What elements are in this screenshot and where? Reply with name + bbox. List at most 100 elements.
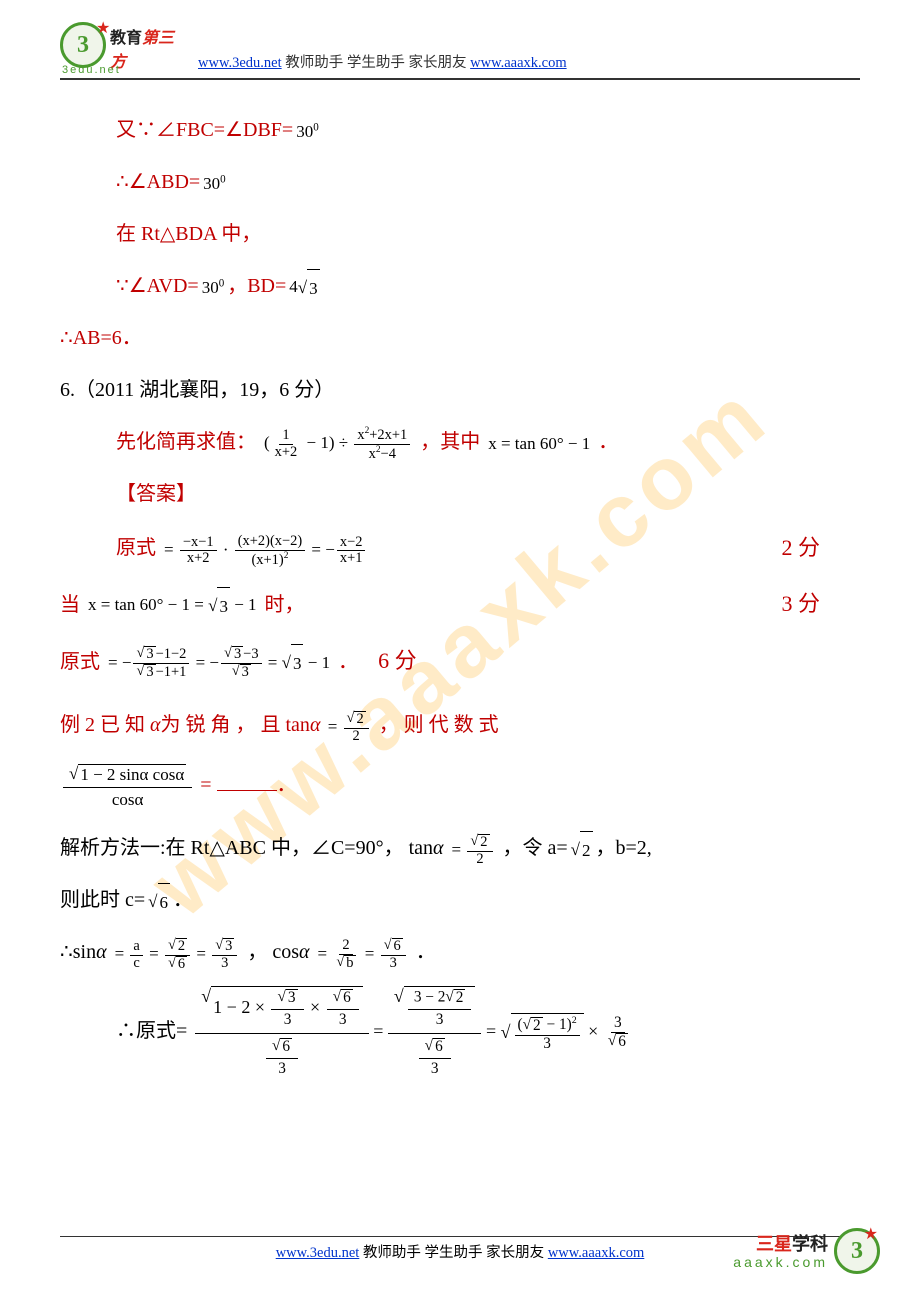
line-7: 先化简再求值： (1x+2 − 1) ÷ x2+2x+1x2−4 ，其中 x =… (60, 420, 860, 464)
l12-den: 2 (350, 729, 363, 745)
l4-mid: ，BD= (227, 275, 286, 297)
l16-f2d: 6 (176, 956, 187, 973)
line-2: ∴∠ABD=300 (60, 160, 860, 204)
l4-coef: 4 (289, 277, 298, 296)
l1-pre: 又∵∠FBC=∠DBF= (116, 119, 293, 141)
l12-post: ， 则 代 数 式 (374, 714, 499, 736)
l12-alpha2: α (310, 714, 321, 736)
l13-rad: 1 − 2 sinα cosα (78, 764, 186, 785)
l10-rad: 3 (217, 587, 230, 625)
l10-end: 时， (265, 594, 305, 616)
l15-end: ． (173, 889, 193, 911)
l15-rad: 6 (158, 883, 171, 921)
l4-pre: ∵∠AVD= (116, 275, 199, 297)
content: 又∵∠FBC=∠DBF=300 ∴∠ABD=300 在 Rt△BDA 中， ∵∠… (60, 108, 860, 1082)
l12-frac: = 22 (323, 717, 370, 736)
line-10: 当 x = tan 60° − 1 = 3 − 1 时， (60, 583, 305, 627)
l11-end: ． (338, 651, 358, 673)
header-link-1[interactable]: www.3edu.net (198, 55, 282, 71)
line-1: 又∵∠FBC=∠DBF=300 (60, 108, 860, 152)
l4-deg: 30 (202, 278, 219, 297)
answer-blank (217, 771, 277, 791)
l12-alpha: α (150, 714, 161, 736)
l14-a: 2 (571, 839, 593, 858)
footer-mid: 教师助手 学生助手 家长朋友 (359, 1245, 548, 1261)
l11-expr: = −3−1−23−1+1 = −3−33 = 3 − 1 (108, 653, 330, 672)
logo-star-icon: ★ (96, 18, 110, 38)
l16-f2n: 2 (176, 938, 187, 955)
header-link-2[interactable]: www.aaaxk.com (470, 55, 567, 71)
l7-pre: 先化简再求值： (116, 431, 256, 453)
l16-mid: ， cos (247, 941, 299, 963)
header-mid-text: 教师助手 学生助手 家长朋友 (282, 55, 471, 71)
footer-link-2[interactable]: www.aaaxk.com (548, 1245, 645, 1261)
l4-rad: 3 (307, 269, 320, 307)
logo-sub: 3edu.net (62, 64, 121, 76)
footer-link-1[interactable]: www.3edu.net (276, 1245, 360, 1261)
l15-pre: 则此时 c= (60, 889, 145, 911)
l16-f5n: 6 (392, 938, 403, 955)
l12-mid1: 为 锐 角 ， 且 tan (161, 714, 310, 736)
logo-bottom: 三星学科 aaaxk.com 3 ★ (730, 1224, 880, 1284)
l16-expr1: = ac = 26 = 33 (115, 944, 240, 963)
l16-expr2: = 2b = 63 (318, 944, 408, 963)
header-links: www.3edu.net 教师助手 学生助手 家长朋友 www.aaaxk.co… (198, 51, 567, 76)
l9-expr: = −x−1x+2 · (x+2)(x−2)(x+1)2 = −x−2x+1 (164, 540, 367, 559)
l14-pre: 解析方法一:在 Rt△ABC 中，∠C=90°， tan (60, 837, 433, 859)
l16-f3d: 3 (218, 956, 231, 972)
page: 3 ★ 教育第三方 3edu.net www.3edu.net 教师助手 学生助… (0, 0, 920, 1082)
line-17: ∴原式= 1 − 2 × 33 × 6363 = 3 − 22363 = (2 … (60, 984, 860, 1081)
l16-f5d: 3 (387, 956, 400, 972)
l13-end: ． (277, 774, 297, 796)
l2-deg-wrap: 300 (203, 174, 226, 193)
l16-f3n: 3 (223, 938, 234, 955)
l10-expr: x = tan 60° − 1 = 3 − 1 (88, 595, 257, 614)
line-6: 6.（2011 湖北襄阳，19，6 分） (60, 368, 860, 412)
logo-bottom-text: 三星学科 (756, 1230, 828, 1256)
l1-deg: 30 (296, 122, 313, 141)
lb-a: 三星 (756, 1234, 792, 1254)
l1-deg-wrap: 300 (296, 122, 319, 141)
logo-bottom-star-icon: ★ (864, 1224, 878, 1244)
line-9-row: 原式 = −x−1x+2 · (x+2)(x−2)(x+1)2 = −x−2x+… (60, 524, 860, 572)
l16-f4n: 2 (339, 938, 352, 955)
l2-pre: ∴∠ABD= (116, 171, 200, 193)
l14-mid: ，令 a= (503, 837, 568, 859)
l14-post: ，b=2, (596, 837, 652, 859)
l16-alpha2: α (299, 941, 310, 963)
l16-end: ． (416, 941, 436, 963)
l11-pre: 原式 (60, 651, 100, 673)
l14-den: 2 (473, 852, 486, 868)
l15-sqrt: 6 (148, 891, 170, 910)
line-10-row: 当 x = tan 60° − 1 = 3 − 1 时， 3 分 (60, 580, 860, 628)
l7-x: x = tan 60° − 1 (488, 434, 590, 453)
score-3: 3 分 (781, 580, 860, 628)
l2-deg: 30 (203, 174, 220, 193)
l9-pre: 原式 (116, 537, 156, 559)
line-16: ∴sinα = ac = 26 = 33 ， cosα = 2b = 63 ． (60, 930, 860, 974)
l10-post: − 1 (230, 595, 257, 614)
score-2: 2 分 (781, 524, 860, 572)
l7-expr: (1x+2 − 1) ÷ x2+2x+1x2−4 (264, 433, 412, 452)
line-13: 1 − 2 sinα cosαcosα = ． (60, 761, 860, 812)
l14-sqrt: 2 (478, 834, 489, 851)
l16-f4d: b (344, 955, 355, 972)
l10-eq: x = tan 60° − 1 = (88, 595, 208, 614)
l7-mid: ，其中 (420, 431, 485, 453)
logo-bottom-sub: aaaxk.com (733, 1254, 828, 1270)
line-8: 【答案】 (60, 472, 860, 516)
line-5: ∴AB=6． (60, 316, 860, 360)
l7-end: ． (598, 431, 618, 453)
logo-top: 3 ★ 教育第三方 3edu.net (60, 18, 190, 76)
l16-f1n: a (130, 939, 142, 956)
l17-pre: ∴原式= (116, 1021, 187, 1043)
l14-frac: = 22 (452, 840, 495, 859)
line-11: 原式 = −3−1−23−1+1 = −3−33 = 3 − 1 ． 6 分 (60, 637, 860, 685)
line-12: 例 2 已 知 α为 锐 角 ， 且 tanα = 22 ， 则 代 数 式 (60, 703, 860, 747)
lb-b: 学科 (792, 1234, 828, 1254)
l16-f1d: c (130, 956, 142, 972)
l16-alpha: α (96, 941, 107, 963)
line-14: 解析方法一:在 Rt△ABC 中，∠C=90°， tanα = 22 ，令 a=… (60, 826, 860, 870)
l14-a-rad: 2 (580, 831, 593, 869)
l13-den: cosα (106, 788, 150, 812)
